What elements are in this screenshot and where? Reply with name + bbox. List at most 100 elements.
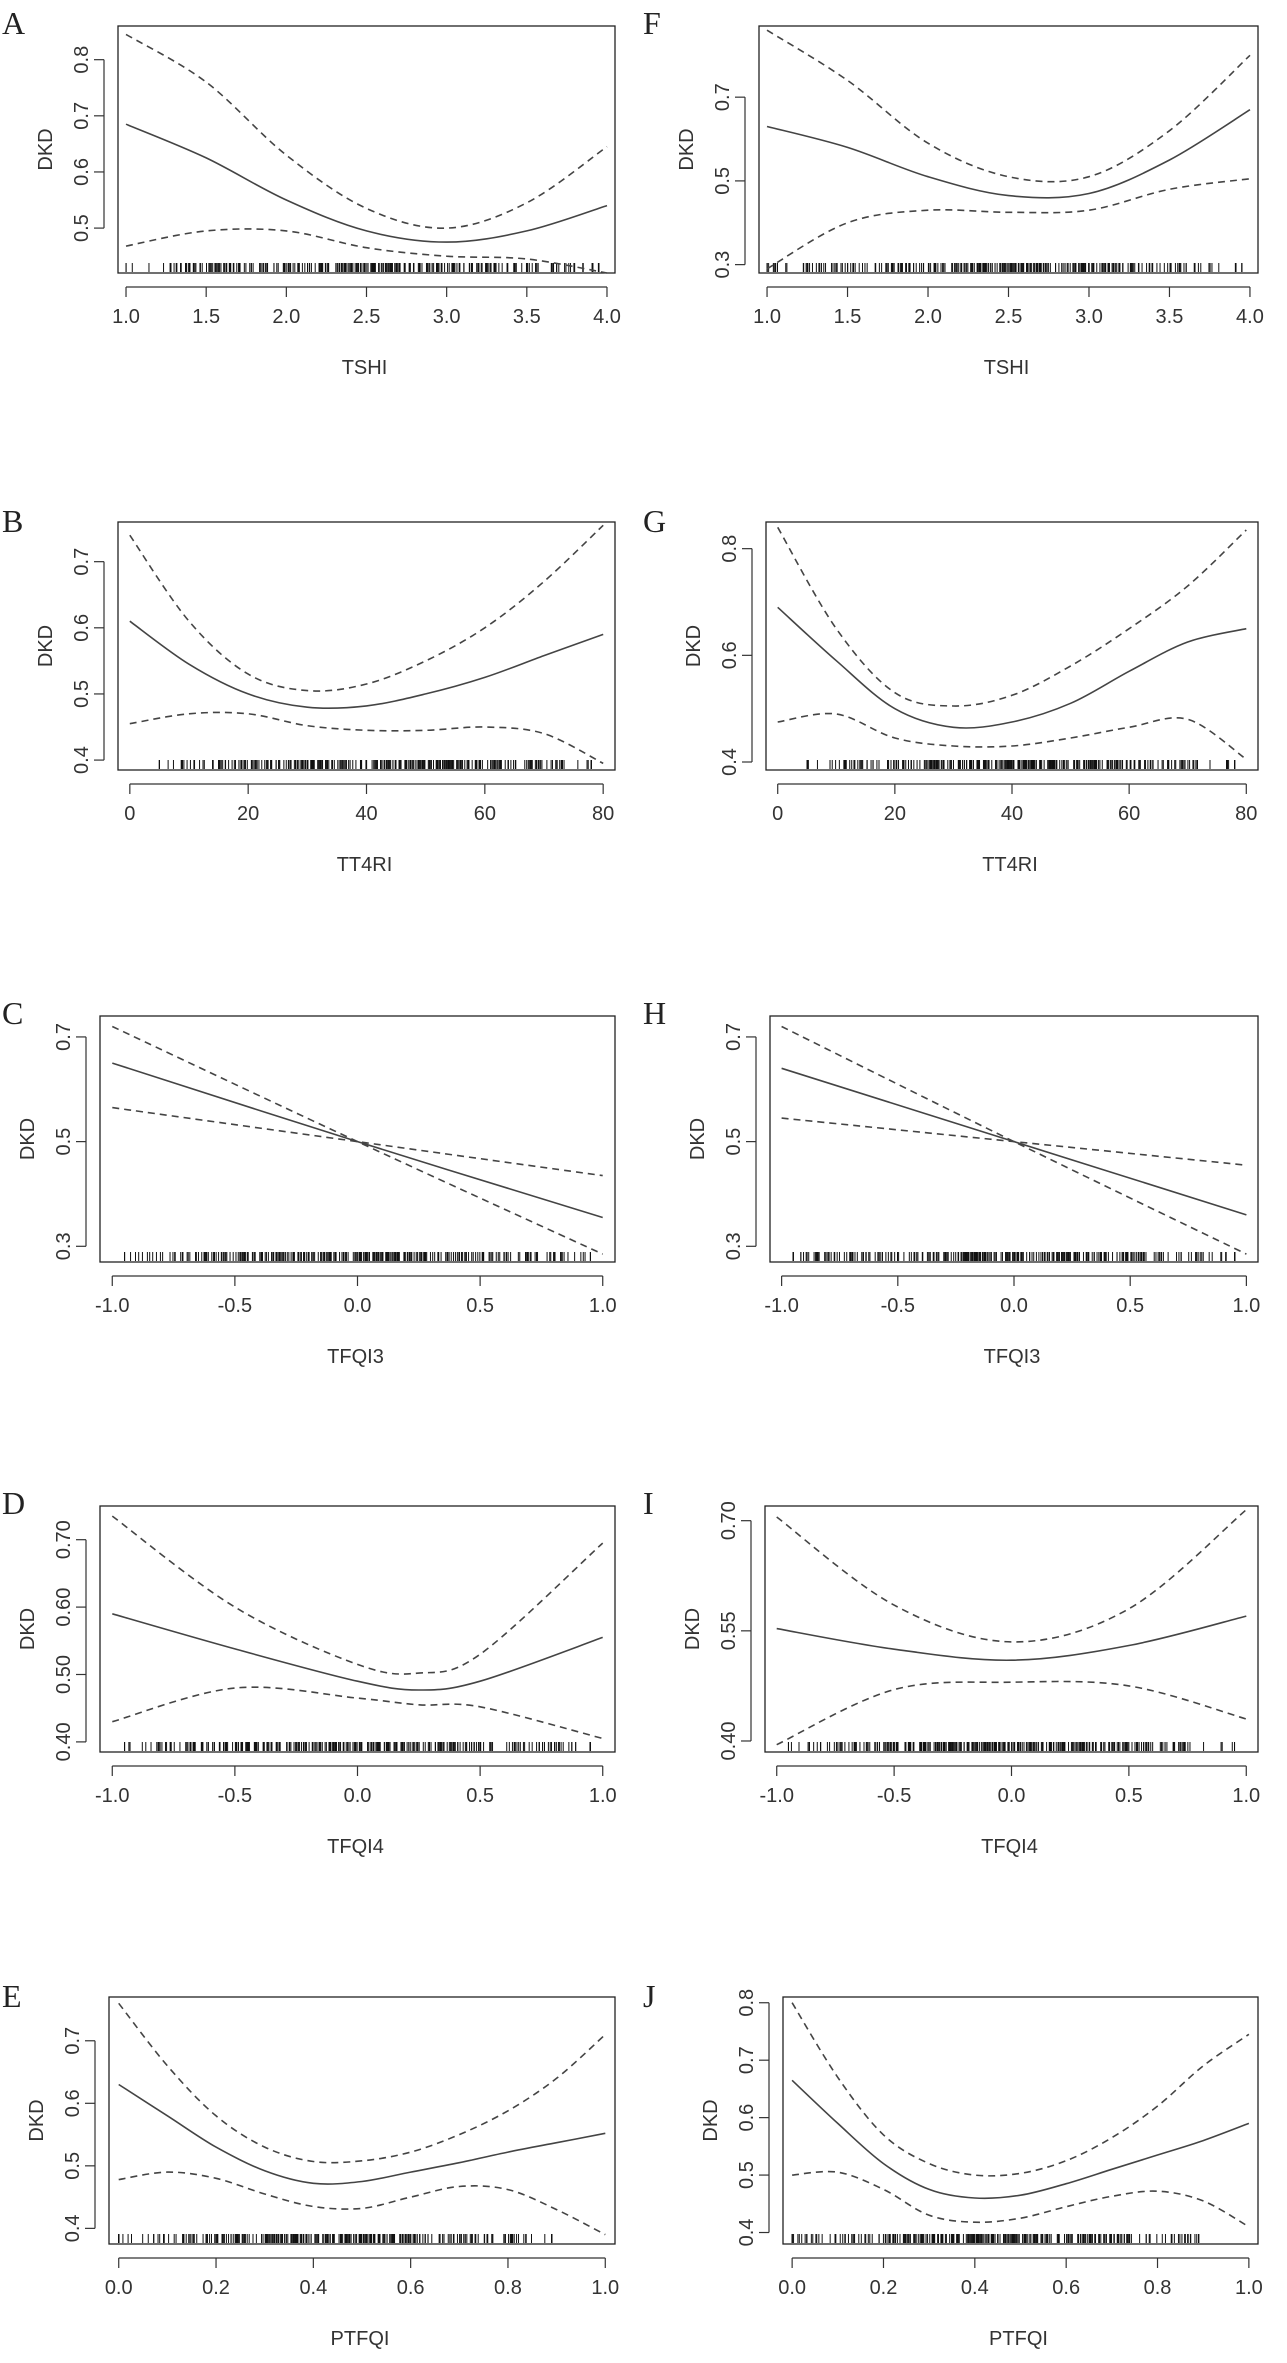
rug — [766, 263, 1243, 272]
y-axis-title: DKD — [682, 1608, 704, 1650]
series-upper — [791, 2002, 1250, 2177]
y-tick-label: 0.8 — [719, 535, 741, 563]
x-tick-label: 20 — [884, 803, 906, 825]
x-tick-label: 0.0 — [998, 1785, 1026, 1807]
y-tick-label: 0.50 — [53, 1655, 75, 1694]
x-tick-label: 0.5 — [1115, 1785, 1143, 1807]
panel-j: J 0.0 0.2 0.4 0.6 0.8 1.0 0.4 0.5 0.6 0.7 0.8 PTFQI D… — [643, 1978, 1263, 2350]
x-tick-label: 0.0 — [778, 2277, 806, 2299]
x-tick-label: 1.5 — [834, 306, 862, 328]
series-lower — [792, 2170, 1250, 2228]
plot-frame — [782, 1996, 1259, 2245]
rug — [125, 263, 600, 272]
x-tick-label: -1.0 — [95, 1785, 129, 1807]
y-tick-label: 0.7 — [736, 2046, 758, 2074]
series-lower — [129, 711, 604, 765]
y-tick-label: 0.5 — [71, 214, 93, 242]
rug — [158, 760, 592, 769]
panel-i: I -1.0 -0.5 0.0 0.5 1.0 0.40 0.55 0.70 TFQI4 DKD — [643, 1485, 1260, 1858]
x-axis-title: TSHI — [342, 357, 388, 379]
y-tick-label: 0.5 — [71, 680, 93, 708]
panel-letter: G — [643, 503, 666, 539]
y-tick-label: 0.7 — [53, 1023, 75, 1051]
panel-letter: D — [2, 1485, 25, 1521]
panel-b: B 0 20 40 60 80 0.4 0.5 0.6 0.7 TT4RI DKD — [2, 503, 616, 876]
series-upper — [776, 1509, 1247, 1643]
x-tick-label: 1.5 — [192, 306, 220, 328]
y-tick-label: 0.6 — [736, 2104, 758, 2132]
y-axis-title: DKD — [17, 1608, 39, 1650]
x-axis-title: TFQI4 — [327, 1836, 384, 1858]
x-tick-label: 3.5 — [1156, 306, 1184, 328]
x-axis-title: PTFQI — [989, 2328, 1048, 2350]
x-tick-label: 0.6 — [397, 2277, 425, 2299]
rug — [124, 1742, 591, 1751]
series-estimate — [112, 1062, 603, 1219]
y-tick-label: 0.60 — [53, 1588, 75, 1627]
x-tick-label: -0.5 — [877, 1785, 911, 1807]
y-tick-label: 0.7 — [712, 83, 734, 111]
x-tick-label: 0.4 — [299, 2277, 327, 2299]
series-estimate — [129, 620, 604, 710]
x-tick-label: 4.0 — [593, 306, 621, 328]
x-tick-label: 3.0 — [1075, 306, 1103, 328]
x-tick-label: 1.0 — [753, 306, 781, 328]
y-tick-label: 0.40 — [53, 1722, 75, 1761]
series-upper — [111, 1025, 604, 1255]
x-axis-title: TSHI — [984, 357, 1030, 379]
panel-f: F 1.0 1.5 2.0 2.5 3.0 3.5 4.0 0.3 0.5 0.7 TSHI DKD — [643, 5, 1264, 379]
x-tick-label: 0.5 — [1116, 1295, 1144, 1317]
x-tick-label: 0.0 — [1000, 1295, 1028, 1317]
y-tick-label: 0.3 — [53, 1232, 75, 1260]
plot-frame — [99, 1015, 616, 1263]
x-tick-label: 2.0 — [272, 306, 300, 328]
x-tick-label: 3.0 — [433, 306, 461, 328]
panel-d: D -1.0 -0.5 0.0 0.5 1.0 0.40 0.50 0.60 0.70 TFQI4 D… — [2, 1485, 617, 1858]
y-tick-label: 0.70 — [718, 1501, 740, 1540]
y-axis-title: DKD — [687, 1118, 709, 1160]
x-axis-title: TT4RI — [982, 854, 1038, 876]
y-tick-label: 0.4 — [719, 748, 741, 776]
y-tick-label: 0.6 — [71, 614, 93, 642]
x-tick-label: 0.8 — [494, 2277, 522, 2299]
plot-frame — [117, 25, 616, 274]
series-lower — [781, 1117, 1247, 1166]
y-tick-label: 0.6 — [719, 641, 741, 669]
x-tick-label: 1.0 — [1235, 2277, 1263, 2299]
x-tick-label: -0.5 — [881, 1295, 915, 1317]
plot-frame — [117, 521, 616, 771]
x-axis-title: TFQI3 — [984, 1346, 1041, 1368]
series-lower — [118, 2171, 606, 2236]
series-upper — [111, 1515, 604, 1675]
y-axis-title: DKD — [700, 2099, 722, 2141]
y-tick-label: 0.3 — [723, 1232, 745, 1260]
rug — [124, 1252, 591, 1261]
series-lower — [112, 1106, 603, 1177]
panel-letter: C — [2, 995, 23, 1031]
rug — [792, 1252, 1236, 1261]
series-estimate — [118, 2083, 606, 2185]
plot-frame — [765, 521, 1259, 771]
y-axis-title: DKD — [17, 1118, 39, 1160]
x-tick-label: 0.5 — [466, 1785, 494, 1807]
series-estimate — [776, 1615, 1247, 1662]
x-tick-label: 0.0 — [344, 1295, 372, 1317]
y-tick-label: 0.7 — [62, 2027, 84, 2055]
panel-letter: E — [2, 1978, 22, 2014]
series-upper — [781, 1025, 1247, 1255]
y-tick-label: 0.5 — [723, 1128, 745, 1156]
x-axis-title: TFQI4 — [981, 1836, 1038, 1858]
x-tick-label: 0.4 — [961, 2277, 989, 2299]
series-upper — [766, 29, 1251, 183]
series-lower — [766, 178, 1251, 270]
x-tick-label: 40 — [355, 803, 377, 825]
x-axis-title: TFQI3 — [327, 1346, 384, 1368]
series-estimate — [125, 123, 608, 243]
y-tick-label: 0.5 — [712, 167, 734, 195]
rug — [806, 760, 1236, 769]
x-tick-label: 0.0 — [105, 2277, 133, 2299]
series-lower — [776, 1680, 1247, 1746]
x-tick-label: 0.2 — [870, 2277, 898, 2299]
x-axis-title: TT4RI — [337, 854, 393, 876]
y-tick-label: 0.4 — [62, 2214, 84, 2242]
